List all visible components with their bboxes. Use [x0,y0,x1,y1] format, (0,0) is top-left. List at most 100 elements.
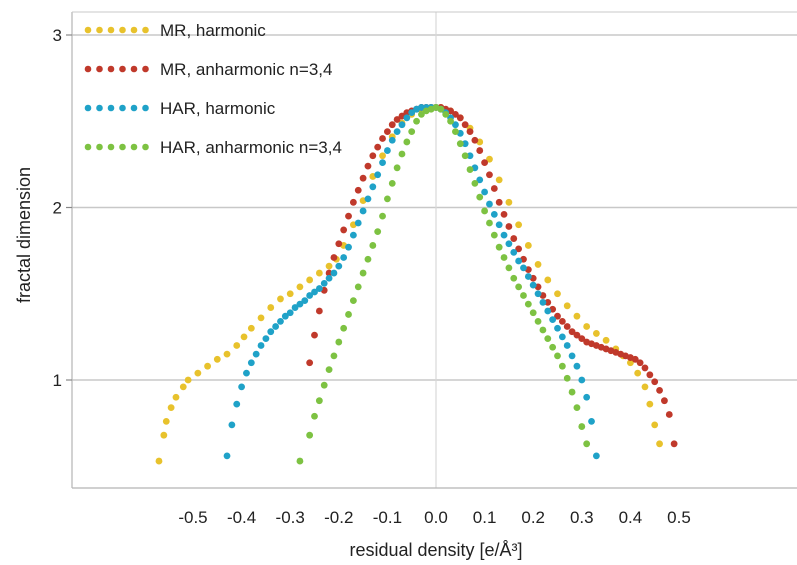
axes [66,11,797,489]
tick-labels: 1 2 3 -0.5 -0.4 -0.3 -0.2 -0.1 0.0 0.1 0.2 0.3 0.4 0.… [53,26,691,527]
data-point [160,431,168,439]
data-point [461,152,469,160]
data-point [505,240,513,248]
data-point [320,280,328,287]
data-point [529,281,537,289]
data-point [403,138,411,146]
legend-label: MR, harmonic [160,21,266,40]
x-axis-title: residual density [e/Å³] [349,540,522,560]
data-point [495,221,503,229]
data-point [388,136,396,144]
data-point [670,440,678,448]
data-point [398,150,406,158]
data-point [471,179,479,187]
data-point [549,343,557,351]
data-point [490,231,498,239]
data-point [476,147,484,154]
data-point [306,292,314,299]
data-point [335,240,343,248]
data-point [583,440,591,448]
data-point [500,211,508,218]
legend-entry: MR, harmonic [84,21,266,40]
data-point [544,276,552,284]
data-point [665,411,673,418]
legend-marker [119,104,126,112]
data-point [520,292,527,299]
data-point [558,362,566,370]
data-point [408,128,416,136]
data-point [442,110,450,118]
data-point [418,110,425,118]
data-point [656,440,663,448]
data-point [486,171,493,179]
data-point [340,226,348,234]
data-point [179,383,187,391]
data-point [345,243,352,251]
data-point [330,254,338,261]
data-point [558,333,566,341]
data-point [345,212,352,220]
legend-marker [142,65,149,73]
data-point [223,452,231,460]
data-point [554,352,561,360]
data-point [631,355,639,363]
data-point [335,338,343,346]
legend: MR, harmonic MR, anharmonic n=3,4 HAR, har… [84,21,342,157]
data-point [349,198,357,206]
data-point [374,171,382,179]
data-point [325,269,333,277]
data-point [573,312,581,320]
data-points [155,104,678,465]
x-tick-label: -0.4 [227,508,256,527]
data-point [466,128,474,136]
data-point [364,162,372,170]
data-point [257,314,265,322]
data-point [296,283,304,291]
data-point [194,369,202,377]
data-point [452,128,459,136]
legend-marker [130,26,138,34]
y-axis-title: fractal dimension [14,167,34,303]
data-point [379,159,386,167]
legend-label: HAR, harmonic [160,99,276,118]
data-point [311,412,318,420]
data-point [369,183,377,191]
data-point [486,200,493,208]
data-point [495,198,503,206]
data-point [296,300,304,308]
x-tick-label: 0.4 [619,508,643,527]
data-point [515,245,523,253]
data-point [325,366,333,374]
data-point [228,421,236,429]
data-point [359,269,367,277]
data-point [330,352,338,360]
data-point [476,193,484,201]
data-point [524,273,532,280]
data-point [510,248,518,256]
data-point [233,342,241,349]
data-point [563,374,571,382]
legend-marker [130,104,138,112]
data-point [578,335,586,342]
data-point [476,176,484,184]
data-point [315,285,323,292]
data-point [364,195,372,203]
data-point [262,335,270,342]
data-point [330,269,338,277]
data-point [364,255,372,263]
data-point [529,309,537,317]
data-point [393,116,401,123]
data-point [490,185,498,192]
series-3 [223,104,600,460]
data-point [641,364,649,372]
data-point [374,143,382,151]
data-point [306,431,314,439]
data-point [247,324,255,332]
data-point [240,333,248,341]
data-point [583,393,591,401]
data-point [418,104,425,111]
data-point [345,311,352,318]
legend-entry: HAR, harmonic [84,99,276,118]
data-point [204,362,211,370]
legend-entry: MR, anharmonic n=3,4 [84,60,332,79]
